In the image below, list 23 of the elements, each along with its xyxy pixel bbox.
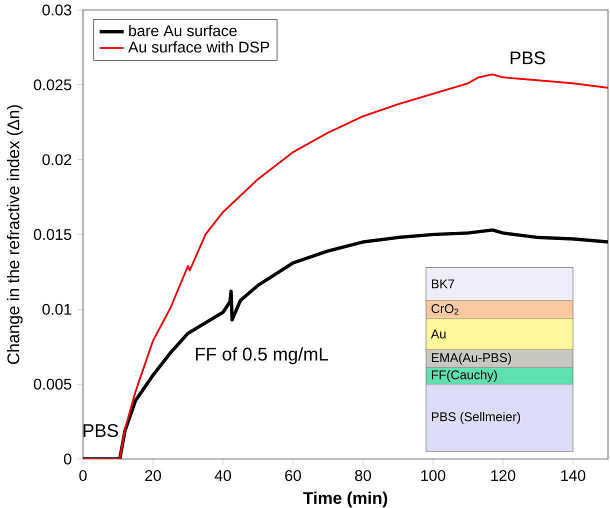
y-tick-label: 0.01 <box>42 304 72 315</box>
line-series <box>83 73 608 459</box>
y-tick-label: 0.015 <box>34 229 72 240</box>
x-tick-label: 120 <box>491 470 516 482</box>
x-tick-label: 140 <box>561 470 586 482</box>
x-tick-label: 80 <box>355 470 371 482</box>
y-tick-label: 0.02 <box>42 154 72 166</box>
annotation: FF of 0.5 mg/mL <box>196 347 328 364</box>
y-tick-label: 0 <box>64 454 72 464</box>
x-tick-label: 0 <box>79 470 87 482</box>
y-axis-title: Change in the refractive index (Δn) <box>6 105 23 364</box>
y-tick-label: 0.03 <box>42 4 72 16</box>
y-tick-label: 0.005 <box>34 378 72 390</box>
annotation: PBS <box>84 424 118 438</box>
x-tick-label: 100 <box>421 470 446 482</box>
legend-label: bare Au surface <box>129 24 237 36</box>
x-tick-label: 20 <box>145 470 161 482</box>
x-tick-label: 60 <box>285 470 301 482</box>
x-tick-label: 40 <box>214 470 231 482</box>
annotation: PBS <box>510 51 545 64</box>
x-axis-title: Time (min) <box>303 492 388 508</box>
y-tick-label: 0.025 <box>34 79 72 90</box>
legend-label: Au surface with DSP <box>128 41 270 53</box>
